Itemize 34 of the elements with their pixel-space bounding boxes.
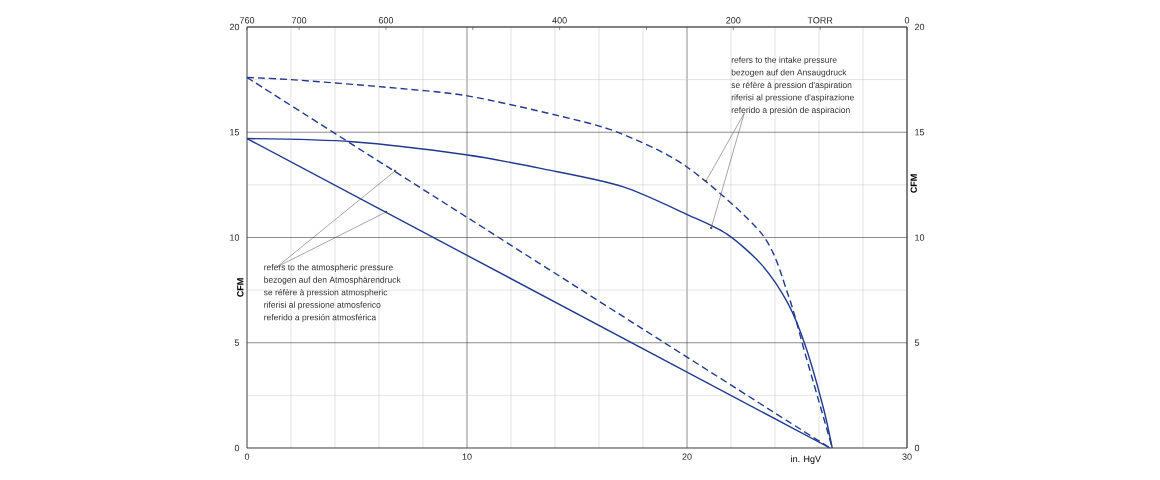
x2-tick-label: 400 [552,17,567,24]
y-axis-title: CFM [237,278,244,297]
x2-tick-label: 0 [904,17,910,24]
annotation: riferisi al pressione d'aspirazione [731,94,854,103]
annotation: se réfère à pression d'aspiration [731,81,852,90]
x2-tick-label: TORR [807,17,833,24]
x-tick-label: 10 [462,453,472,460]
x-axis-title: in. HgV [791,455,821,464]
annotation: bezogen auf den Ansaugdruck [731,69,847,78]
y-tick-label: 5 [234,339,240,346]
annotation: referido a presión atmosférica [264,314,377,323]
x-tick-label: 30 [902,453,912,460]
y-tick-label: 10 [230,234,240,241]
annotation: bezogen auf den Atmosphärendruck [264,276,401,285]
y2-tick-label: 15 [915,129,925,136]
y-tick-label: 15 [230,129,240,136]
y2-tick-label: 0 [914,444,920,452]
y2-tick-label: 5 [914,339,920,346]
x2-tick-label: 200 [726,17,741,24]
x-tick-label: 20 [682,453,692,460]
y-tick-label: 20 [229,23,240,31]
y2-tick-label: 20 [914,23,925,31]
y2-axis-title: CFM [910,174,917,193]
annotation: riferisi al pressione atmosferico [264,301,381,310]
annotation: se réfère à pression atmospheric [263,289,388,298]
y-tick-label: 0 [234,444,240,452]
x2-tick-label: 700 [292,17,307,24]
annotation: referido a presión de aspiracion [731,106,850,115]
x2-tick-label: 600 [378,17,394,24]
x2-tick-label: 760 [239,17,255,24]
x-tick-label: 0 [244,453,250,460]
annotation: refers to the intake pressure [731,56,837,65]
y2-tick-label: 10 [915,234,925,241]
annotation: refers to the atmospheric pressure [264,264,393,272]
